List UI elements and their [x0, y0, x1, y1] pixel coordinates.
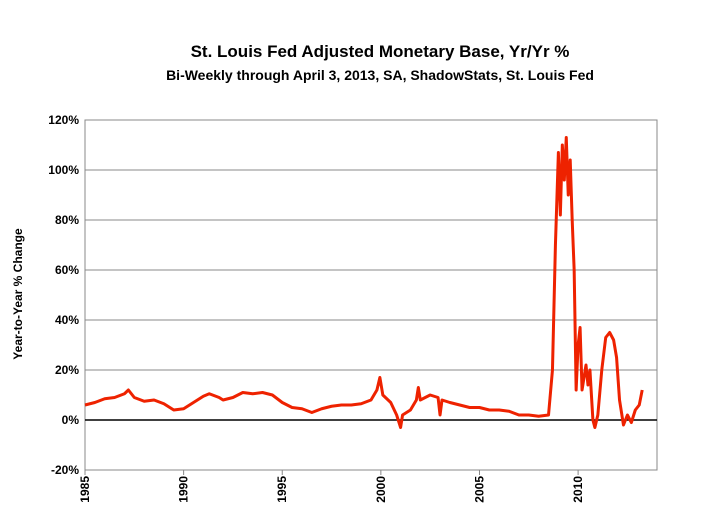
y-tick-label: 100%	[48, 163, 79, 177]
y-tick-label: 60%	[55, 263, 79, 277]
y-tick-label: 40%	[55, 313, 79, 327]
y-tick-label: 80%	[55, 213, 79, 227]
data-line	[84, 136, 644, 429]
x-tick-label: 2005	[472, 476, 486, 503]
y-axis-label: Year-to-Year % Change	[11, 228, 25, 360]
y-tick-label: 20%	[55, 363, 79, 377]
x-tick-label: 1990	[177, 476, 191, 503]
chart-title: St. Louis Fed Adjusted Monetary Base, Yr…	[191, 42, 570, 61]
x-tick-label: 1995	[275, 476, 289, 503]
x-tick-label: 2010	[571, 476, 585, 503]
x-tick-label: 2000	[374, 476, 388, 503]
y-tick-label: 0%	[62, 413, 80, 427]
y-tick-label: -20%	[51, 463, 79, 477]
y-tick-label: 120%	[48, 113, 79, 127]
chart-subtitle: Bi-Weekly through April 3, 2013, SA, Sha…	[166, 67, 594, 83]
x-tick-label: 1985	[78, 476, 92, 503]
